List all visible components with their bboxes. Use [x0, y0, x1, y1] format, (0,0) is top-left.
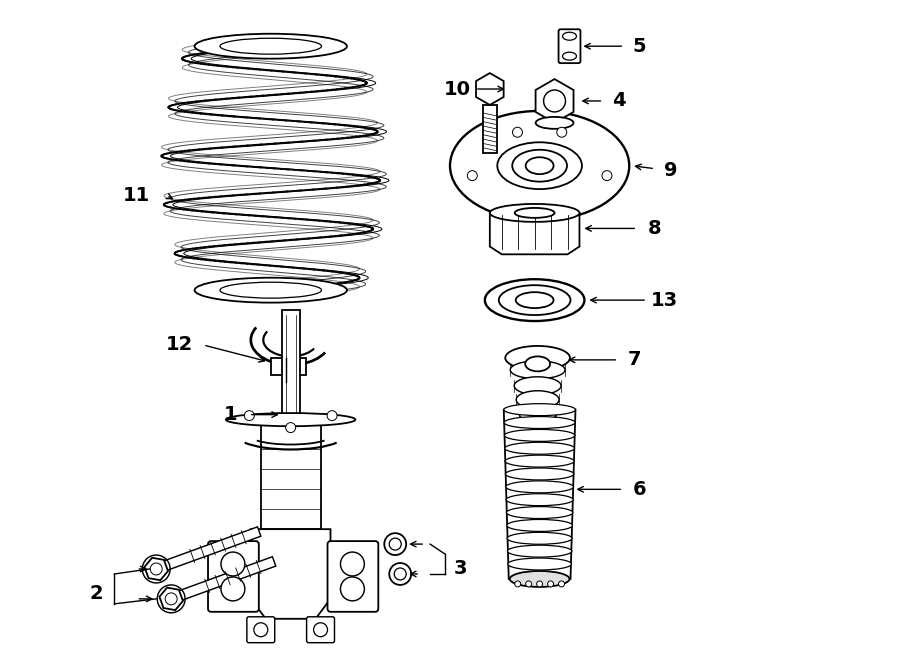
Ellipse shape: [514, 377, 561, 395]
Ellipse shape: [506, 468, 574, 480]
Circle shape: [559, 581, 564, 587]
Ellipse shape: [499, 285, 571, 315]
Text: 10: 10: [444, 79, 471, 98]
Ellipse shape: [220, 38, 321, 54]
FancyBboxPatch shape: [208, 541, 259, 612]
Text: 8: 8: [647, 219, 661, 238]
Ellipse shape: [504, 416, 575, 428]
Ellipse shape: [507, 506, 572, 518]
Polygon shape: [145, 558, 168, 580]
Circle shape: [327, 410, 337, 420]
Ellipse shape: [536, 117, 573, 129]
Ellipse shape: [504, 404, 575, 416]
Text: 6: 6: [633, 480, 646, 499]
Ellipse shape: [510, 361, 565, 379]
Ellipse shape: [509, 571, 570, 587]
Ellipse shape: [506, 494, 573, 506]
Polygon shape: [155, 527, 261, 574]
Polygon shape: [490, 213, 580, 254]
Circle shape: [536, 581, 543, 587]
Ellipse shape: [526, 356, 550, 371]
Ellipse shape: [220, 282, 321, 298]
Circle shape: [285, 422, 296, 432]
Text: 2: 2: [90, 584, 104, 603]
Ellipse shape: [505, 442, 574, 454]
Ellipse shape: [507, 532, 572, 544]
Text: 13: 13: [651, 291, 678, 309]
Ellipse shape: [498, 142, 582, 189]
Circle shape: [221, 552, 245, 576]
Text: 12: 12: [166, 335, 193, 354]
Circle shape: [313, 623, 328, 637]
Ellipse shape: [517, 391, 559, 408]
Circle shape: [557, 128, 567, 137]
Ellipse shape: [512, 150, 567, 182]
Circle shape: [602, 171, 612, 180]
Polygon shape: [271, 358, 306, 375]
FancyBboxPatch shape: [328, 541, 378, 612]
Circle shape: [515, 581, 521, 587]
Circle shape: [150, 563, 162, 575]
Circle shape: [244, 410, 255, 420]
FancyBboxPatch shape: [483, 105, 497, 153]
Ellipse shape: [519, 405, 556, 422]
Polygon shape: [159, 588, 183, 610]
Ellipse shape: [508, 545, 572, 557]
Text: 7: 7: [627, 350, 641, 369]
Circle shape: [512, 128, 523, 137]
Text: 9: 9: [664, 161, 678, 180]
Polygon shape: [169, 557, 275, 603]
Text: 3: 3: [454, 559, 467, 578]
Circle shape: [221, 577, 245, 601]
Ellipse shape: [506, 481, 573, 493]
Ellipse shape: [505, 346, 570, 370]
Circle shape: [166, 593, 177, 605]
Ellipse shape: [562, 32, 577, 40]
Text: 5: 5: [633, 37, 646, 56]
Circle shape: [390, 538, 401, 550]
FancyBboxPatch shape: [282, 310, 300, 420]
Polygon shape: [251, 529, 330, 619]
Ellipse shape: [526, 157, 554, 174]
Circle shape: [340, 552, 364, 576]
FancyBboxPatch shape: [261, 420, 320, 529]
FancyBboxPatch shape: [247, 617, 274, 642]
Ellipse shape: [516, 292, 554, 308]
Ellipse shape: [508, 558, 572, 570]
Ellipse shape: [507, 520, 572, 531]
Circle shape: [544, 90, 565, 112]
Text: 11: 11: [122, 186, 150, 205]
Ellipse shape: [226, 413, 356, 426]
Ellipse shape: [485, 279, 584, 321]
Circle shape: [340, 577, 364, 601]
Circle shape: [526, 581, 532, 587]
Ellipse shape: [194, 34, 346, 59]
FancyBboxPatch shape: [559, 29, 580, 63]
Text: 1: 1: [224, 405, 238, 424]
Circle shape: [254, 623, 268, 637]
Circle shape: [384, 533, 406, 555]
Circle shape: [390, 563, 411, 585]
FancyBboxPatch shape: [307, 617, 335, 642]
Ellipse shape: [490, 204, 580, 222]
Circle shape: [394, 568, 406, 580]
Circle shape: [547, 581, 553, 587]
Polygon shape: [476, 73, 504, 105]
Ellipse shape: [450, 111, 629, 221]
Ellipse shape: [504, 430, 575, 442]
Circle shape: [467, 171, 477, 180]
Ellipse shape: [505, 455, 574, 467]
Ellipse shape: [562, 52, 577, 60]
Ellipse shape: [515, 208, 554, 218]
Text: 4: 4: [613, 91, 626, 110]
Ellipse shape: [194, 278, 346, 303]
Polygon shape: [536, 79, 573, 123]
